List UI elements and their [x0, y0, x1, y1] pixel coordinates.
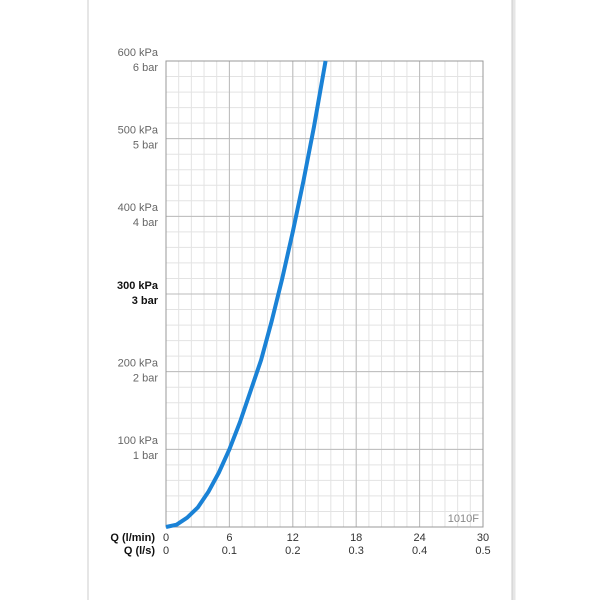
x-tick-label: 30: [477, 532, 489, 544]
y2-tick-label: 2 bar: [133, 373, 158, 385]
x-tick-label: 0: [163, 532, 169, 544]
x-tick-label: 24: [413, 532, 425, 544]
x2-axis-title: Q (l/s): [124, 545, 156, 557]
x2-tick-label: 0.3: [349, 545, 364, 557]
y-tick-label: 600 kPa: [118, 47, 159, 59]
y2-tick-label: 4 bar: [133, 217, 158, 229]
page-frame: [87, 0, 513, 600]
x2-tick-label: 0.4: [412, 545, 427, 557]
y-tick-label: 500 kPa: [118, 125, 159, 137]
y2-tick-label: 6 bar: [133, 62, 158, 74]
curve: [165, 60, 328, 529]
y2-tick-label: 1 bar: [133, 450, 158, 462]
y-tick-label: 300 kPa: [117, 280, 159, 292]
annotation: 1010F: [448, 513, 479, 525]
y-tick-label: 400 kPa: [118, 202, 159, 214]
y-tick-label: 200 kPa: [118, 358, 159, 370]
x-tick-label: 6: [226, 532, 232, 544]
y2-tick-label: 3 bar: [132, 295, 159, 307]
y-tick-label: 100 kPa: [118, 435, 159, 447]
x2-tick-label: 0: [163, 545, 169, 557]
x-axis-title: Q (l/min): [110, 532, 155, 544]
x-tick-label: 12: [287, 532, 299, 544]
x2-tick-label: 0.1: [222, 545, 237, 557]
x-tick-label: 18: [350, 532, 362, 544]
y2-tick-label: 5 bar: [133, 140, 158, 152]
x2-tick-label: 0.5: [475, 545, 490, 557]
x2-tick-label: 0.2: [285, 545, 300, 557]
